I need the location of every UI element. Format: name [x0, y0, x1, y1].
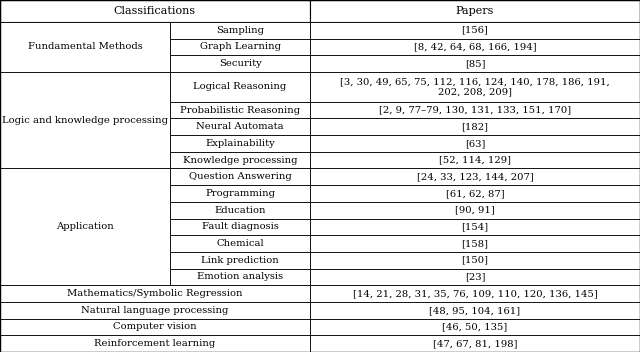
Bar — [170, 252, 310, 269]
Bar — [310, 335, 640, 352]
Bar — [0, 302, 310, 319]
Bar — [310, 302, 640, 319]
Bar — [310, 118, 640, 135]
Bar — [310, 252, 640, 269]
Bar — [310, 285, 640, 302]
Text: Graph Learning: Graph Learning — [200, 42, 280, 51]
Bar — [0, 335, 310, 352]
Bar — [310, 269, 640, 285]
Text: [24, 33, 123, 144, 207]: [24, 33, 123, 144, 207] — [417, 172, 533, 181]
Text: [154]: [154] — [461, 222, 488, 231]
Text: Fundamental Methods: Fundamental Methods — [28, 42, 143, 51]
Text: Neural Automata: Neural Automata — [196, 122, 284, 131]
Text: Education: Education — [214, 206, 266, 215]
Bar — [170, 135, 310, 152]
Bar — [170, 72, 310, 102]
Bar — [310, 319, 640, 335]
Bar — [310, 219, 640, 235]
Text: [150]: [150] — [461, 256, 488, 265]
Text: Mathematics/Symbolic Regression: Mathematics/Symbolic Regression — [67, 289, 243, 298]
Bar — [0, 319, 310, 335]
Text: [156]: [156] — [461, 26, 488, 35]
Bar — [310, 185, 640, 202]
Bar — [310, 202, 640, 219]
Bar — [170, 269, 310, 285]
Text: Programming: Programming — [205, 189, 275, 198]
Bar — [0, 285, 310, 302]
Text: [158]: [158] — [461, 239, 488, 248]
Bar — [310, 38, 640, 55]
Bar — [170, 102, 310, 118]
Text: Application: Application — [56, 222, 114, 231]
Bar — [310, 135, 640, 152]
Bar — [170, 202, 310, 219]
Bar — [310, 0, 640, 22]
Bar — [170, 235, 310, 252]
Text: Computer vision: Computer vision — [113, 322, 196, 332]
Text: Knowledge processing: Knowledge processing — [183, 156, 297, 165]
Bar — [310, 152, 640, 169]
Bar — [310, 102, 640, 118]
Bar — [310, 235, 640, 252]
Text: Probabilistic Reasoning: Probabilistic Reasoning — [180, 106, 300, 114]
Text: Emotion analysis: Emotion analysis — [197, 272, 283, 281]
Bar — [0, 22, 170, 72]
Bar — [170, 38, 310, 55]
Text: Security: Security — [219, 59, 261, 68]
Text: [48, 95, 104, 161]: [48, 95, 104, 161] — [429, 306, 520, 315]
Text: [52, 114, 129]: [52, 114, 129] — [439, 156, 511, 165]
Bar — [0, 72, 170, 169]
Text: [3, 30, 49, 65, 75, 112, 116, 124, 140, 178, 186, 191,
202, 208, 209]: [3, 30, 49, 65, 75, 112, 116, 124, 140, … — [340, 77, 610, 96]
Bar — [170, 169, 310, 185]
Bar — [0, 169, 170, 285]
Bar — [310, 22, 640, 38]
Text: [90, 91]: [90, 91] — [455, 206, 495, 215]
Text: Logic and knowledge processing: Logic and knowledge processing — [2, 116, 168, 125]
Bar — [170, 185, 310, 202]
Bar — [0, 0, 310, 22]
Bar — [170, 55, 310, 72]
Text: Logical Reasoning: Logical Reasoning — [193, 82, 287, 91]
Text: [182]: [182] — [461, 122, 488, 131]
Bar — [310, 72, 640, 102]
Bar — [170, 152, 310, 169]
Text: Fault diagnosis: Fault diagnosis — [202, 222, 278, 231]
Text: Explainability: Explainability — [205, 139, 275, 148]
Text: [63]: [63] — [465, 139, 485, 148]
Text: Papers: Papers — [456, 6, 494, 16]
Bar — [310, 169, 640, 185]
Text: Question Answering: Question Answering — [189, 172, 291, 181]
Bar — [170, 219, 310, 235]
Bar — [170, 22, 310, 38]
Text: [85]: [85] — [465, 59, 485, 68]
Text: [46, 50, 135]: [46, 50, 135] — [442, 322, 508, 332]
Text: Sampling: Sampling — [216, 26, 264, 35]
Text: Natural language processing: Natural language processing — [81, 306, 228, 315]
Text: Chemical: Chemical — [216, 239, 264, 248]
Text: [47, 67, 81, 198]: [47, 67, 81, 198] — [433, 339, 517, 348]
Bar — [310, 55, 640, 72]
Text: [2, 9, 77–79, 130, 131, 133, 151, 170]: [2, 9, 77–79, 130, 131, 133, 151, 170] — [379, 106, 571, 114]
Text: Link prediction: Link prediction — [201, 256, 279, 265]
Text: [8, 42, 64, 68, 166, 194]: [8, 42, 64, 68, 166, 194] — [413, 42, 536, 51]
Text: [14, 21, 28, 31, 35, 76, 109, 110, 120, 136, 145]: [14, 21, 28, 31, 35, 76, 109, 110, 120, … — [353, 289, 597, 298]
Bar — [170, 118, 310, 135]
Text: Classifications: Classifications — [114, 6, 196, 16]
Text: [61, 62, 87]: [61, 62, 87] — [445, 189, 504, 198]
Text: [23]: [23] — [465, 272, 485, 281]
Text: Reinforcement learning: Reinforcement learning — [94, 339, 216, 348]
